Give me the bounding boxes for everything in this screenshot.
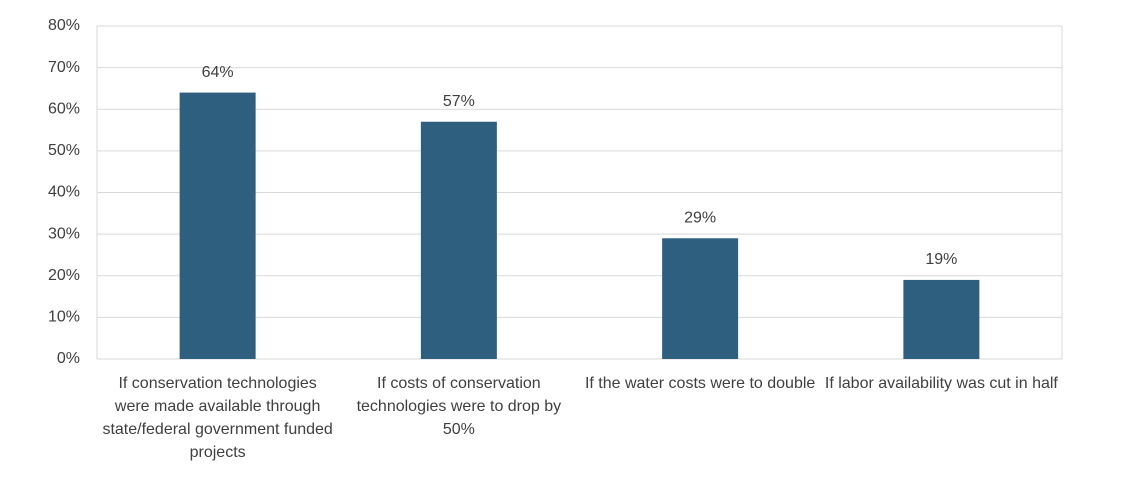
y-tick-label: 0% bbox=[57, 350, 80, 367]
data-label: 57% bbox=[443, 93, 475, 110]
y-tick-label: 80% bbox=[48, 17, 80, 34]
x-tick-label: If the water costs were to double bbox=[584, 375, 816, 392]
y-tick-label: 60% bbox=[48, 100, 80, 117]
y-tick-label: 10% bbox=[48, 309, 80, 326]
y-tick-label: 30% bbox=[48, 225, 80, 242]
data-label: 64% bbox=[202, 64, 234, 81]
y-tick-label: 40% bbox=[48, 184, 80, 201]
data-label: 19% bbox=[925, 251, 957, 268]
y-tick-label: 20% bbox=[48, 267, 80, 284]
x-tick-label: If labor availability was cut in half bbox=[824, 375, 1058, 392]
x-tick-label: If conservation technologies were made a… bbox=[102, 375, 333, 461]
bar bbox=[179, 92, 256, 359]
x-tick-label: If costs of conservation technologies we… bbox=[356, 375, 562, 438]
bar bbox=[420, 121, 497, 359]
y-tick-label: 70% bbox=[48, 59, 80, 76]
y-tick-label: 50% bbox=[48, 142, 80, 159]
bar bbox=[903, 279, 980, 359]
bar bbox=[662, 238, 739, 359]
data-label: 29% bbox=[684, 210, 716, 227]
